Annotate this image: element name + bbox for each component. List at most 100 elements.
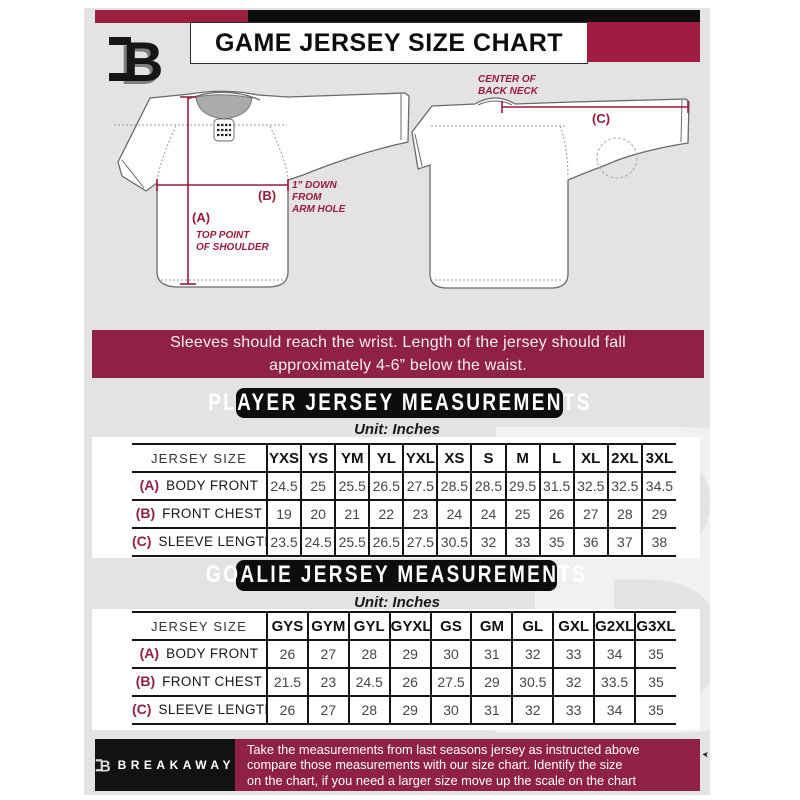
row-name: SLEEVE LENGTH (158, 534, 267, 549)
size-header-cell: GS (429, 612, 472, 640)
value-cell: 29.5 (504, 472, 540, 500)
value-cell: 26 (388, 668, 431, 696)
value-cell: 27 (306, 696, 349, 724)
value-cell: 30.5 (436, 528, 472, 556)
row-name: BODY FRONT (166, 478, 259, 493)
measurement-line-c (501, 101, 689, 113)
fit-note-banner: Sleeves should reach the wrist. Length o… (92, 330, 704, 378)
jersey-size-header: JERSEY SIZE (150, 618, 248, 634)
value-cell: 30 (429, 640, 472, 668)
table-row: (A) BODY FRONT 26 27 28 29 30 31 32 33 34… (132, 640, 676, 668)
size-header-cell: YS (300, 444, 336, 472)
size-header-cell: GXL (552, 612, 595, 640)
note-a-line1: TOP POINT (196, 230, 250, 241)
value-cell: 26.5 (368, 528, 404, 556)
value-cell: 35 (634, 640, 676, 668)
size-header-cell: YXL (402, 444, 438, 472)
value-cell: 21 (334, 500, 370, 528)
size-header-cell: GYM (306, 612, 349, 640)
value-cell: 35 (538, 528, 574, 556)
row-name: SLEEVE LENGTH (158, 702, 267, 717)
footer-line1: Take the measurements from last seasons … (247, 741, 640, 757)
note-c-line1: CENTER OF (478, 74, 537, 85)
footer-line2: compare those measurements with our size… (247, 757, 623, 773)
value-cell: 27 (572, 500, 608, 528)
value-cell: 26.5 (368, 472, 404, 500)
value-cell: 33 (552, 640, 595, 668)
footer-instructions: Take the measurements from last seasons … (235, 739, 700, 791)
value-cell: 27.5 (402, 472, 438, 500)
table-row: (B) FRONT CHEST 21.5 23 24.5 26 27.5 29 3… (132, 668, 676, 696)
value-cell: 25 (504, 500, 540, 528)
elbow-seam (596, 137, 638, 179)
value-cell: 28 (347, 640, 390, 668)
size-header-cell: GYS (266, 612, 308, 640)
size-header-cell: L (538, 444, 574, 472)
player-section-title: PLAYER JERSEY MEASUREMENTS (207, 389, 592, 416)
top-bar-black-segment (248, 10, 700, 23)
value-cell: 32.5 (572, 472, 608, 500)
value-cell: 24 (436, 500, 472, 528)
size-header-cell: YL (368, 444, 404, 472)
row-key: (B) (135, 505, 156, 521)
value-cell: 26 (266, 640, 308, 668)
value-cell: 34 (593, 696, 636, 724)
value-cell: 34 (593, 640, 636, 668)
note-b-line3: ARM HOLE (291, 204, 346, 215)
goalie-section-header: GOALIE JERSEY MEASUREMENTS (206, 560, 585, 591)
jersey-back-diagram: CENTER OF BACK NECK (C) (411, 74, 690, 289)
jersey-size-header: JERSEY SIZE (150, 450, 248, 466)
row-label-cell: (B) FRONT CHEST (132, 500, 267, 528)
value-cell: 31 (470, 696, 513, 724)
row-name: FRONT CHEST (162, 506, 263, 521)
value-cell: 27.5 (402, 528, 438, 556)
label-a: (A) (192, 210, 210, 225)
value-cell: 25.5 (334, 472, 370, 500)
cursor-arrow-icon: ➤ (701, 749, 710, 760)
value-cell: 23 (402, 500, 438, 528)
row-key: (B) (135, 673, 156, 689)
note-b-line2: FROM (292, 192, 322, 203)
value-cell: 34.5 (640, 472, 676, 500)
row-label-cell: (A) BODY FRONT (132, 472, 267, 500)
row-name: FRONT CHEST (162, 674, 263, 689)
top-bar-maroon-segment (95, 10, 248, 23)
measurement-line-b (156, 179, 289, 191)
goalie-section-title: GOALIE JERSEY MEASUREMENTS (205, 561, 588, 588)
size-header-cell: G2XL (593, 612, 636, 640)
value-cell: 32 (511, 640, 554, 668)
title-box: GAME JERSEY SIZE CHART (190, 22, 588, 64)
size-header-cell: 3XL (640, 444, 676, 472)
value-cell: 30.5 (511, 668, 554, 696)
row-key: (C) (132, 701, 152, 717)
breakaway-b-logo-small-icon: B (95, 758, 111, 775)
value-cell: 29 (388, 640, 431, 668)
value-cell: 24.5 (300, 528, 336, 556)
row-key: (A) (139, 645, 160, 661)
table-row: (A) BODY FRONT 24.5 25 25.5 26.5 27.5 28.… (132, 472, 676, 500)
value-cell: 25.5 (334, 528, 370, 556)
value-cell: 28 (347, 696, 390, 724)
size-header-cell: XS (436, 444, 472, 472)
player-unit-label: Unit: Inches (354, 421, 440, 438)
value-cell: 23 (306, 668, 349, 696)
value-cell: 32 (552, 668, 595, 696)
value-cell: 38 (640, 528, 676, 556)
value-cell: 35 (634, 668, 676, 696)
value-cell: 35 (634, 696, 676, 724)
row-label-cell: (A) BODY FRONT (132, 640, 267, 668)
value-cell: 24.5 (347, 668, 390, 696)
value-cell: 26 (266, 696, 308, 724)
player-section-header: PLAYER JERSEY MEASUREMENTS (208, 388, 589, 418)
row-name: BODY FRONT (166, 646, 259, 661)
value-cell: 33 (504, 528, 540, 556)
breakaway-b-logo-icon: B B (106, 25, 172, 98)
value-cell: 32 (470, 528, 506, 556)
table-header-row: JERSEY SIZE YXS YS YM YL YXL XS S M L XL… (132, 444, 676, 472)
label-c: (C) (592, 111, 610, 126)
value-cell: 28 (606, 500, 642, 528)
size-header-cell: GYL (347, 612, 390, 640)
value-cell: 32.5 (606, 472, 642, 500)
table-header-row: JERSEY SIZE GYS GYM GYL GYXL GS GM GL GX… (132, 612, 676, 640)
jersey-front-diagram: (A) TOP POINT OF SHOULDER (B) 1" DOWN FR… (114, 90, 410, 288)
